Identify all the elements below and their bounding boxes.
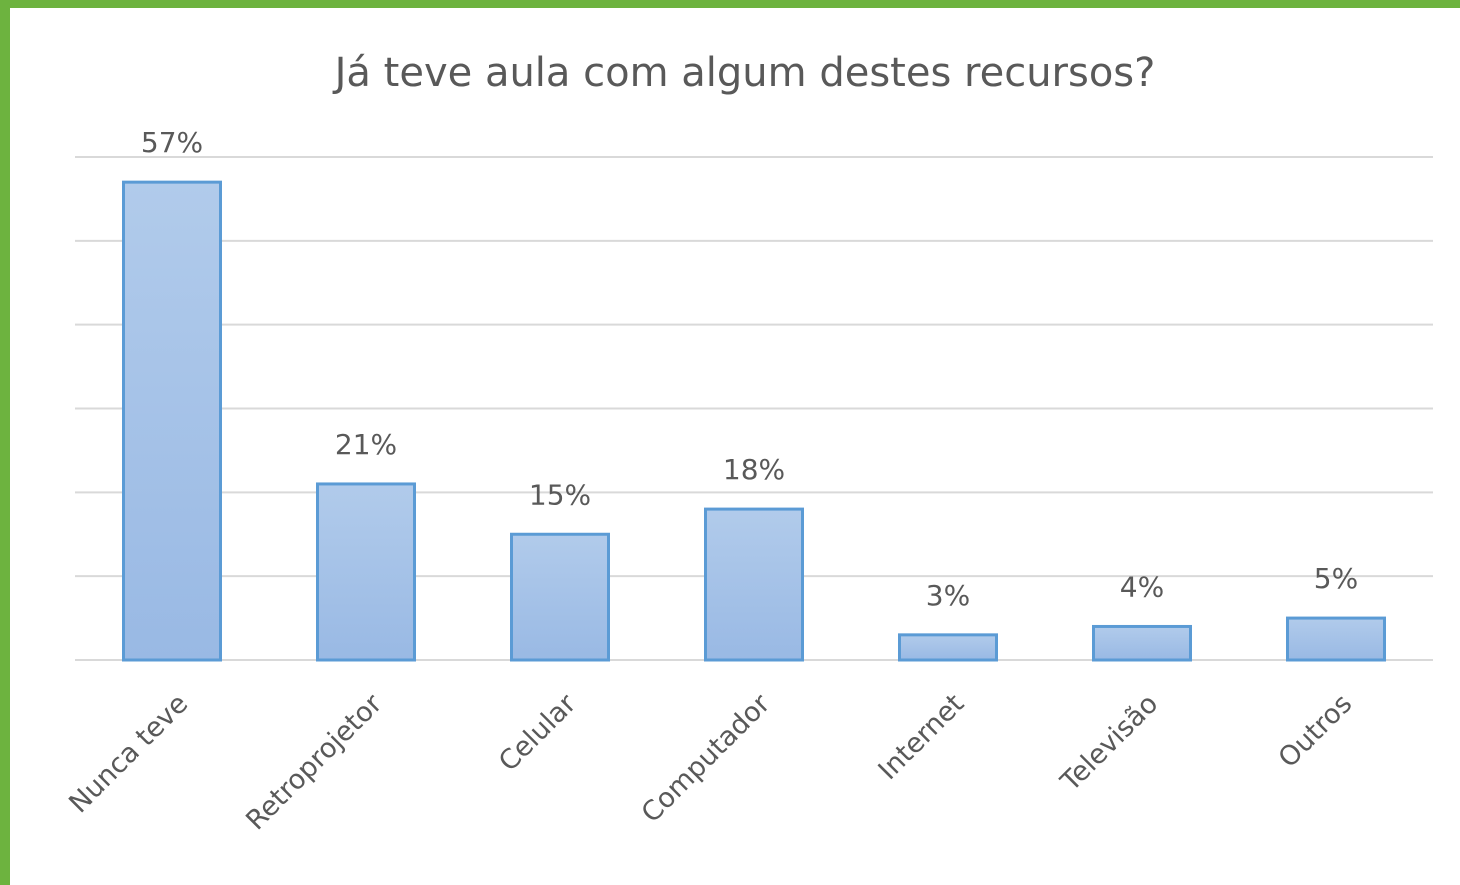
bar — [510, 532, 610, 662]
bar — [1286, 616, 1386, 662]
data-label: 18% — [723, 453, 785, 486]
bar — [1092, 624, 1192, 662]
bar — [316, 482, 416, 662]
chart-title: Já teve aula com algum destes recursos? — [332, 50, 1156, 96]
data-label: 3% — [926, 579, 970, 612]
bar — [898, 633, 998, 662]
bar — [704, 507, 804, 662]
bar — [122, 180, 222, 662]
data-label: 4% — [1120, 570, 1164, 603]
data-label: 21% — [335, 428, 397, 461]
data-label: 5% — [1314, 562, 1358, 595]
data-label: 15% — [529, 478, 591, 511]
chart-background — [10, 8, 1460, 885]
data-label: 57% — [141, 126, 203, 159]
